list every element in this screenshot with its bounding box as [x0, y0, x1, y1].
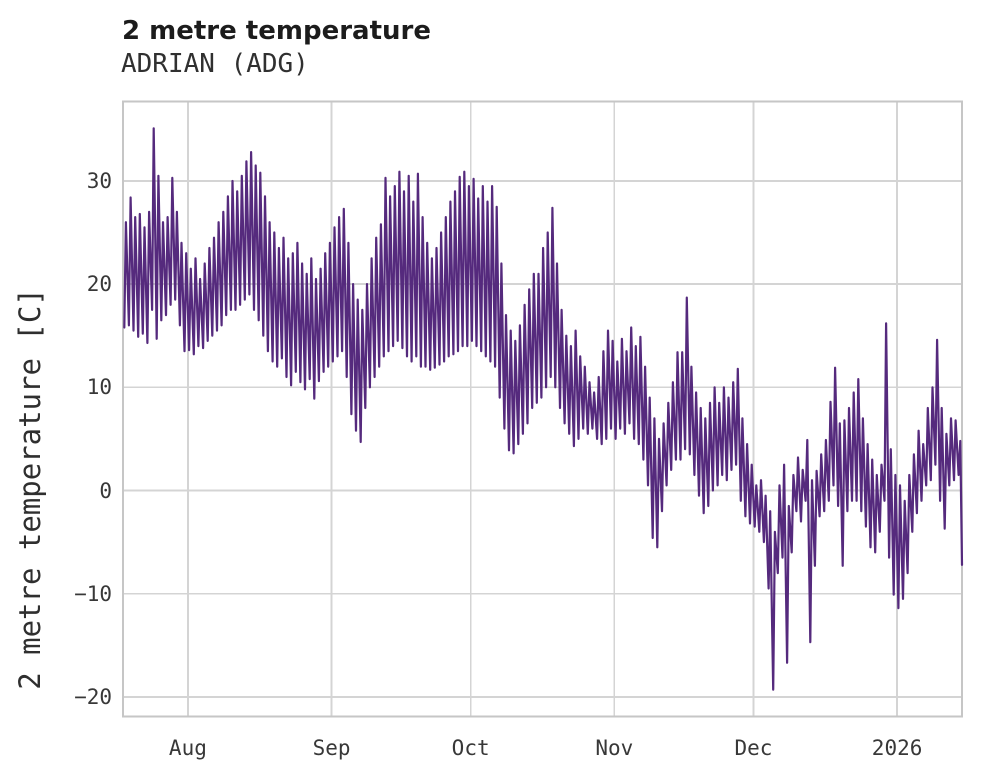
x-tick-label: Aug — [168, 736, 207, 760]
x-tick-label: Dec — [734, 736, 773, 760]
chart-title: 2 metre temperature — [122, 16, 431, 46]
y-tick-label: −10 — [74, 581, 112, 606]
x-tick-label: Sep — [312, 736, 351, 760]
x-tick-label: 2026 — [871, 736, 923, 760]
y-tick-label: −20 — [74, 684, 112, 709]
y-tick-label: 0 — [99, 478, 112, 503]
x-tick-label: Nov — [595, 736, 634, 760]
plot-border — [122, 100, 963, 718]
y-tick-label: 30 — [86, 168, 112, 193]
temperature-series-line — [123, 127, 964, 691]
y-tick-label: 10 — [86, 375, 112, 400]
x-tick-label: Oct — [451, 736, 490, 760]
chart-subtitle: ADRIAN (ADG) — [121, 49, 309, 79]
y-tick-label: 20 — [86, 272, 112, 297]
